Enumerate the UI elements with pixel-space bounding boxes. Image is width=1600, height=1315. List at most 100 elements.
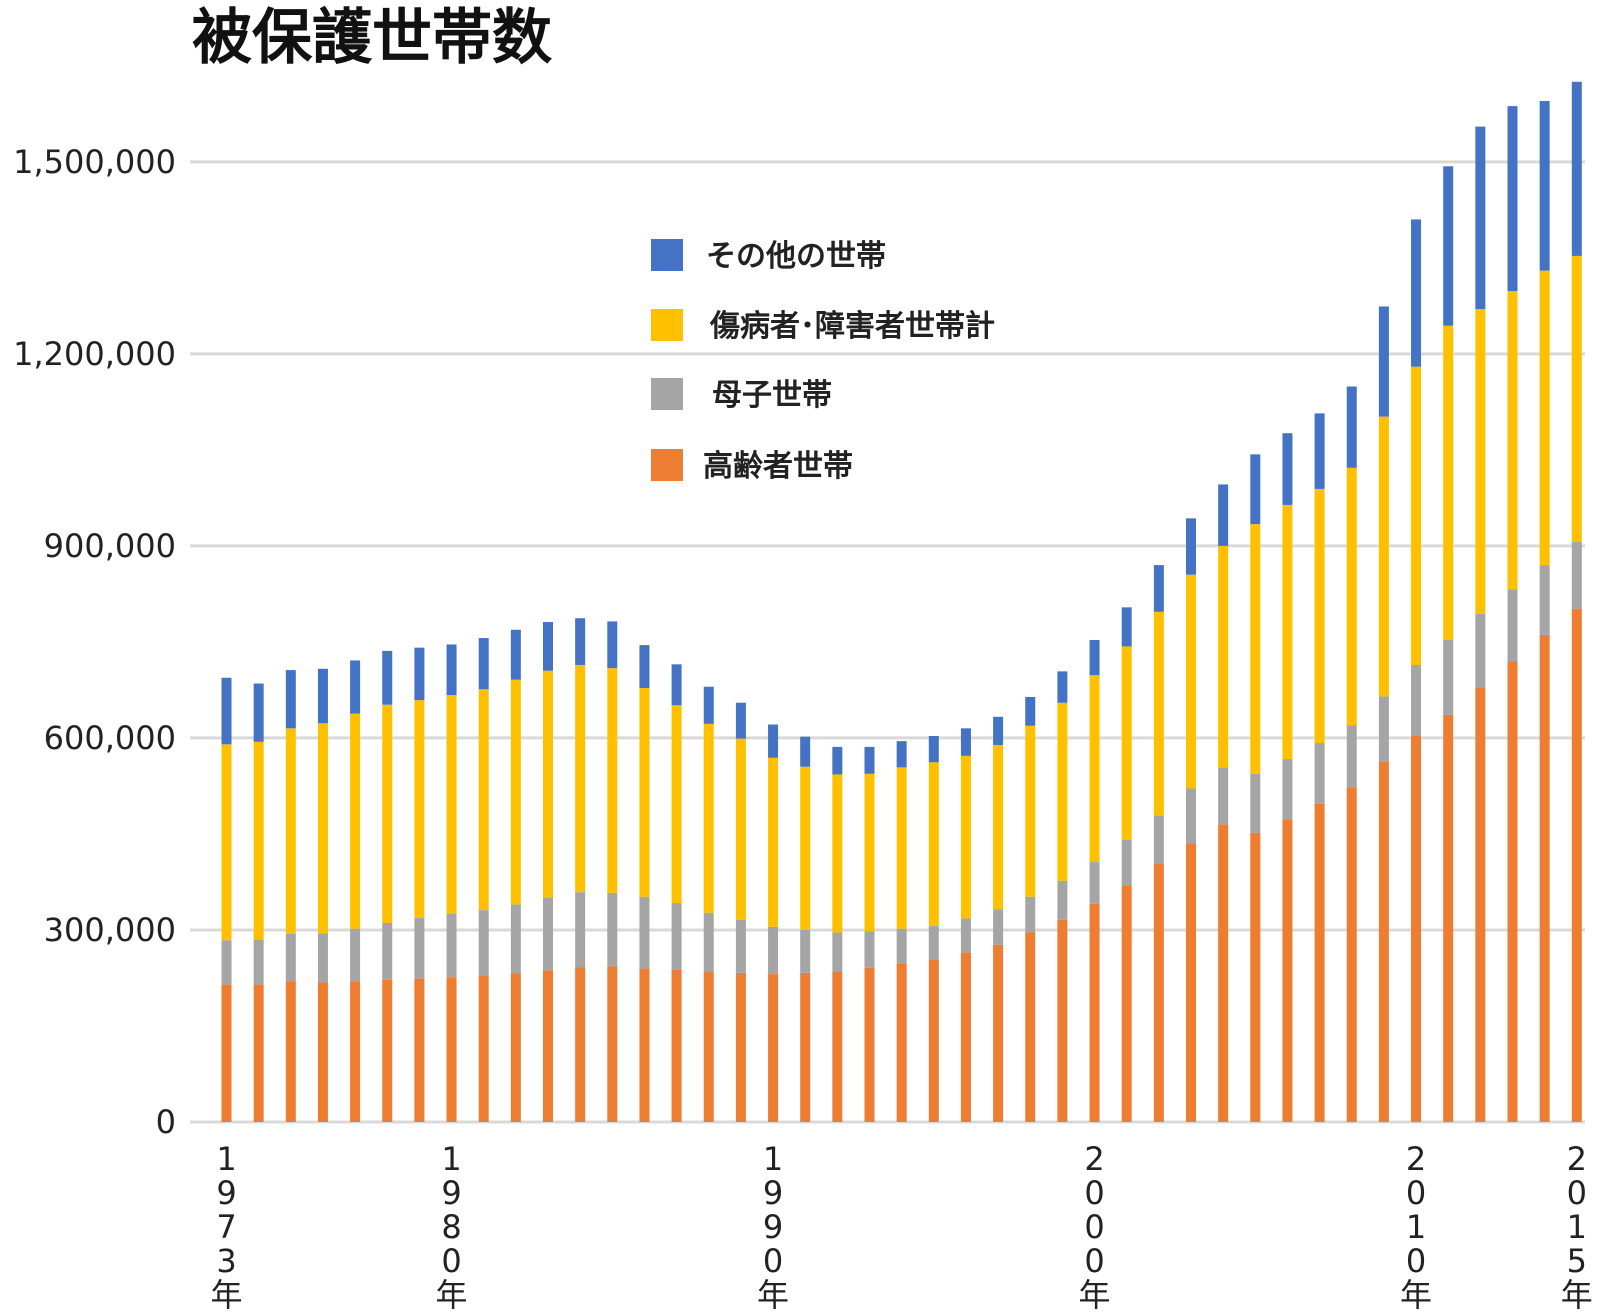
bar-segment-series-1 xyxy=(832,932,843,972)
bar-segment-series-2 xyxy=(671,705,682,904)
bar-stack-2008 xyxy=(1346,386,1357,1122)
x-tick-char: 1 xyxy=(1406,1208,1426,1246)
bar-segment-series-2 xyxy=(414,700,425,918)
x-tick-char: 0 xyxy=(763,1242,783,1280)
bar-segment-series-2 xyxy=(1250,524,1261,774)
bar-segment-series-1 xyxy=(1218,767,1229,825)
legend-swatch xyxy=(651,309,683,341)
x-tick-char: 0 xyxy=(1406,1174,1426,1212)
bar-segment-series-0 xyxy=(317,982,328,1122)
bar-segment-series-2 xyxy=(1057,702,1068,881)
bar-segment-series-1 xyxy=(1282,759,1293,820)
bar-segment-series-2 xyxy=(1346,467,1357,726)
bar-segment-series-0 xyxy=(575,967,586,1122)
bar-stack-1983 xyxy=(543,622,553,1122)
bar-segment-series-1 xyxy=(800,929,811,973)
bar-segment-series-2 xyxy=(221,744,232,941)
bar-segment-series-3 xyxy=(800,736,811,767)
bar-stack-2003 xyxy=(1186,518,1196,1122)
bar-segment-series-1 xyxy=(350,928,361,982)
bar-segment-series-0 xyxy=(1314,803,1325,1122)
bar-stack-1992 xyxy=(832,746,843,1122)
bar-segment-series-3 xyxy=(703,686,714,724)
bar-segment-series-3 xyxy=(768,724,779,758)
gridlines xyxy=(190,160,1585,1124)
bar-segment-series-0 xyxy=(285,981,296,1122)
bar-stack-1988 xyxy=(703,686,714,1122)
bar-stack-2004 xyxy=(1218,484,1229,1122)
legend-item-2: 傷病者･障害者世帯計 xyxy=(651,309,995,344)
legend-label: 母子世帯 xyxy=(712,378,832,413)
y-tick-label: 1,500,000 xyxy=(13,143,176,181)
x-tick-char: 2 xyxy=(1084,1140,1104,1178)
x-tick-char: 年 xyxy=(1400,1276,1432,1314)
bar-segment-series-3 xyxy=(896,741,907,768)
bar-segment-series-0 xyxy=(1121,885,1132,1122)
bar-segment-series-1 xyxy=(735,919,746,973)
bar-segment-series-0 xyxy=(928,959,939,1122)
x-tick-char: 5 xyxy=(1567,1242,1587,1280)
bar-segment-series-2 xyxy=(896,767,907,929)
y-tick-label: 1,200,000 xyxy=(13,335,176,373)
x-tick-char: 0 xyxy=(1084,1208,1104,1246)
bar-stack-1999 xyxy=(1057,671,1068,1122)
bar-segment-series-2 xyxy=(703,723,714,913)
bar-stack-1980 xyxy=(446,644,457,1122)
bar-segment-series-1 xyxy=(993,909,1004,945)
bar-segment-series-0 xyxy=(221,984,232,1122)
bar-segment-series-0 xyxy=(1443,714,1454,1122)
bar-segment-series-2 xyxy=(800,766,811,930)
bar-segment-series-0 xyxy=(1057,919,1068,1122)
legend-item-0: 高齢者世帯 xyxy=(651,449,853,484)
x-tick-char: 7 xyxy=(216,1208,236,1246)
bar-stack-2007 xyxy=(1314,413,1325,1122)
bar-segment-series-0 xyxy=(993,944,1004,1122)
bar-segment-series-3 xyxy=(993,716,1004,745)
bar-stack-1990 xyxy=(768,724,779,1122)
bar-segment-series-3 xyxy=(1411,219,1422,367)
bar-segment-series-0 xyxy=(1507,661,1518,1122)
bar-segment-series-2 xyxy=(1475,309,1486,614)
bar-segment-series-3 xyxy=(253,683,264,742)
bar-segment-series-0 xyxy=(1218,824,1229,1122)
bar-segment-series-3 xyxy=(928,736,939,763)
bar-segment-series-1 xyxy=(960,918,971,953)
bar-segment-series-2 xyxy=(1411,366,1422,665)
bar-segment-series-3 xyxy=(1089,639,1100,676)
bar-segment-series-1 xyxy=(575,892,586,968)
x-tick-char: 3 xyxy=(216,1242,236,1280)
bar-stack-2013 xyxy=(1507,106,1518,1122)
bar-segment-series-1 xyxy=(671,903,682,970)
bar-segment-series-3 xyxy=(1443,166,1454,326)
bar-stack-1996 xyxy=(960,728,971,1122)
bar-segment-series-2 xyxy=(864,773,875,932)
bar-segment-series-1 xyxy=(221,940,232,985)
x-tick-char: 1 xyxy=(763,1140,783,1178)
bar-segment-series-3 xyxy=(1153,565,1164,612)
x-tick-char: 0 xyxy=(1084,1242,1104,1280)
y-tick-label: 600,000 xyxy=(44,719,176,757)
bar-segment-series-0 xyxy=(1186,843,1196,1122)
x-tick-char: 9 xyxy=(763,1174,783,1212)
bar-segment-series-1 xyxy=(607,892,618,967)
bar-segment-series-3 xyxy=(864,746,875,774)
bar-segment-series-3 xyxy=(1314,413,1325,489)
bar-segment-series-0 xyxy=(671,969,682,1122)
bar-segment-series-3 xyxy=(1025,696,1036,726)
bar-stack-1973 xyxy=(221,677,232,1122)
bar-stack-2011 xyxy=(1443,166,1454,1122)
bar-segment-series-3 xyxy=(285,670,296,729)
bar-stack-1997 xyxy=(993,716,1004,1122)
x-tick-char: 9 xyxy=(216,1174,236,1212)
bar-segment-series-2 xyxy=(253,741,264,940)
bar-segment-series-1 xyxy=(1057,880,1068,920)
legend-label: 高齢者世帯 xyxy=(703,449,853,484)
bar-segment-series-0 xyxy=(1282,819,1293,1122)
bar-segment-series-0 xyxy=(253,984,264,1122)
legend-swatch xyxy=(651,449,683,481)
bar-segment-series-0 xyxy=(1411,736,1422,1122)
bar-segment-series-0 xyxy=(864,967,875,1122)
bar-stack-1979 xyxy=(414,647,425,1122)
x-tick-char: 1 xyxy=(1567,1208,1587,1246)
